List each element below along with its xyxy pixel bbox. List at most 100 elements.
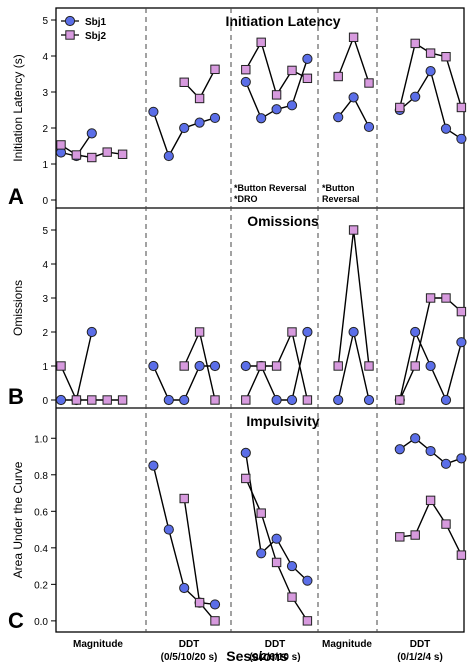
y-tick-label: 0.2 [34, 580, 48, 591]
panel-title: Impulsivity [246, 413, 319, 429]
series-line [60, 365, 123, 401]
sbj2-point [56, 140, 66, 150]
legend-marker-square [65, 30, 75, 40]
sbj1-point [179, 394, 190, 406]
sbj2-point [102, 395, 112, 405]
phase-label: DDT [179, 639, 200, 650]
y-tick-label: 0.0 [34, 617, 48, 628]
sbj2-point [194, 597, 205, 608]
panel-letter: A [8, 184, 24, 209]
annotation-text: Reversal [322, 194, 360, 204]
sbj1-point [456, 337, 467, 348]
x-axis-label: Sessions [226, 648, 288, 664]
sbj1-point [363, 394, 375, 406]
y-tick-label: 0 [42, 196, 48, 207]
annotation-text: *Button [322, 183, 355, 193]
sbj2-point [241, 395, 251, 405]
series-sbj2 [56, 225, 467, 405]
sbj2-point [456, 550, 467, 560]
sbj2-point [271, 90, 282, 100]
sbj2-point [71, 395, 82, 405]
sbj1-point [194, 360, 205, 372]
sbj1-point [286, 394, 298, 406]
sbj1-point [333, 112, 344, 123]
sbj1-point [163, 394, 174, 406]
sbj1-point [410, 326, 421, 338]
sbj2-point [256, 361, 266, 371]
y-axis-label: Initiation Latency (s) [11, 54, 25, 161]
sbj1-point [271, 533, 282, 544]
y-tick-label: 4 [42, 260, 48, 271]
y-tick-label: 1.0 [34, 434, 48, 445]
sbj1-point [240, 76, 251, 88]
sbj1-point [456, 453, 467, 464]
sbj2-point [271, 557, 282, 568]
sbj1-point [163, 524, 174, 535]
series-line [399, 498, 463, 556]
sbj2-point [395, 395, 405, 405]
annotation-text: *Button Reversal [234, 183, 307, 193]
sbj2-point [456, 102, 467, 113]
y-tick-label: 2 [42, 328, 48, 339]
sbj1-point [302, 326, 313, 338]
panel-letter: C [8, 608, 24, 633]
y-tick-label: 4 [42, 52, 48, 63]
sbj1-point [348, 326, 359, 338]
sbj1-point [148, 460, 159, 471]
phase-dividers [145, 8, 378, 632]
sbj1-point [302, 53, 313, 64]
sbj1-point [179, 122, 190, 134]
sbj2-point [425, 495, 436, 506]
series-line [245, 478, 308, 622]
sbj2-point [456, 306, 467, 317]
sbj1-point [163, 150, 174, 162]
sbj2-point [102, 147, 112, 157]
sbj1-point [240, 447, 251, 458]
sbj1-point [302, 575, 313, 586]
phase-label: (0/1/2/4 s) [397, 652, 443, 663]
sbj1-point [86, 326, 97, 338]
sbj2-point [348, 225, 359, 235]
series-sbj1 [55, 53, 467, 162]
sbj1-point [456, 133, 467, 144]
sbj1-point [348, 92, 359, 103]
series-sbj1 [55, 326, 467, 406]
sbj2-point [210, 64, 220, 75]
phase-label: DDT [265, 639, 286, 650]
y-tick-label: 5 [42, 16, 48, 27]
sbj2-point [302, 73, 313, 84]
sbj2-point [210, 616, 220, 626]
y-tick-label: 1 [42, 160, 48, 171]
panel-a: 0 1 2 3 4 5 Initiation Latency (s) A Initiation … [8, 13, 467, 209]
sbj1-point [86, 128, 97, 139]
series-sbj1 [148, 433, 467, 610]
phase-label: DDT [410, 639, 431, 650]
panel-letter: B [8, 384, 24, 409]
sbj1-point [363, 121, 375, 133]
y-tick-label: 0.6 [34, 507, 48, 518]
sbj2-point [271, 361, 282, 371]
sbj2-point [241, 473, 251, 484]
plot-frame [55, 7, 465, 633]
sbj2-point [302, 616, 313, 626]
sbj2-point [333, 71, 343, 82]
y-tick-label: 3 [42, 88, 48, 99]
y-axis-label: Omissions [11, 280, 25, 336]
panel-b: 0 1 2 3 4 5 Omissions B Omissions [8, 213, 467, 409]
sbj1-point [425, 66, 436, 77]
sbj1-point [256, 548, 267, 559]
panel-title: Omissions [247, 213, 319, 229]
sbj2-point [179, 493, 189, 504]
sbj2-point [194, 93, 205, 104]
sbj2-point [256, 508, 266, 518]
sbj1-point [394, 444, 405, 455]
sbj1-point [55, 394, 67, 406]
phase-label: (0/5/10/20 s) [161, 652, 218, 663]
series-line [152, 111, 216, 158]
sbj1-point [194, 117, 205, 128]
phase-label: Magnitude [73, 639, 123, 650]
annotation-text: *DRO [234, 194, 258, 204]
sbj2-point [333, 361, 343, 371]
panels: 0 1 2 3 4 5 Initiation Latency (s) A Initiation … [8, 7, 467, 633]
